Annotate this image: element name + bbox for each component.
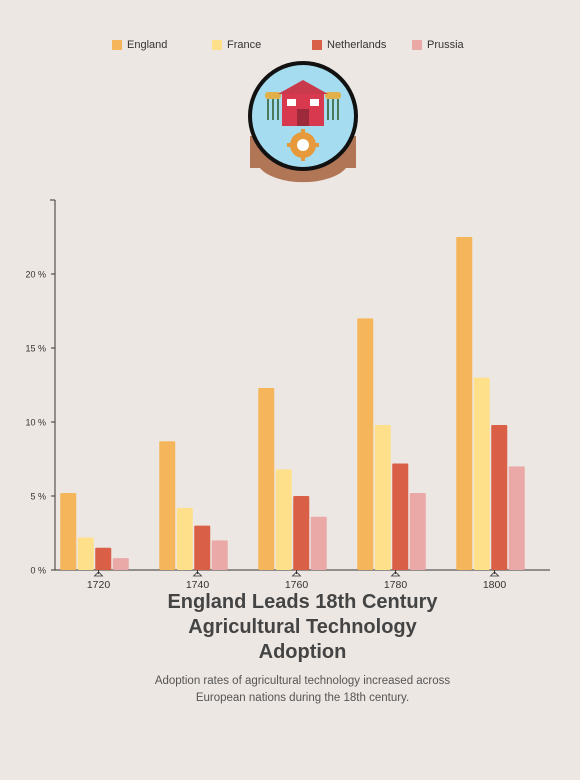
x-tick-marker [489,571,500,577]
legend-item-prussia[interactable]: Prussia [412,36,464,54]
y-tick-label: 0 % [30,566,46,576]
bar-chart: 0 % 5 % 10 % 15 % 20 % 1720 1740 1760 1780 1800 [25,199,550,591]
x-tick-marker [93,571,104,577]
legend-swatch [112,40,122,50]
bar-prussia-1780 [409,493,426,570]
x-tick-label: 1760 [285,579,309,591]
x-tick-label: 1720 [87,579,111,591]
x-tick-label: 1780 [384,579,408,591]
legend-item-netherlands[interactable]: Netherlands [312,36,386,54]
bar-prussia-1760 [310,516,327,570]
bar-netherlands-1800 [491,424,508,570]
legend-swatch [412,40,422,50]
title-line: Agricultural Technology [188,616,417,638]
x-tick-marker [291,571,302,577]
subtitle-line: Adoption rates of agricultural technolog… [154,675,451,687]
legend-item-france[interactable]: France [212,36,261,54]
bar-prussia-1720 [112,558,129,570]
bar-france-1800 [473,377,490,570]
legend-label: Prussia [427,39,464,51]
bar-france-1740 [176,507,193,570]
x-tick-label: 1800 [483,579,507,591]
bar-france-1780 [374,424,391,570]
title-line: England Leads 18th Century [167,591,438,613]
legend-swatch [212,40,222,50]
y-tick-label: 10 % [25,418,46,428]
bar-england-1740 [159,441,176,570]
bar-england-1800 [456,237,473,570]
farm-barn-icon [248,61,358,183]
bar-prussia-1800 [508,466,525,570]
legend-swatch [312,40,322,50]
chart-legend: England France Netherlands Prussia [112,36,552,54]
bar-prussia-1740 [211,540,228,570]
subtitle-line: European nations during the 18th century… [195,692,410,704]
x-tick-marker [192,571,203,577]
bar-france-1720 [77,537,94,570]
bar-netherlands-1760 [293,496,310,570]
chart-title: England Leads 18th Century Agricultural … [60,590,545,665]
legend-label: France [227,39,262,51]
bar-england-1780 [357,318,374,570]
legend-label: Netherlands [327,39,387,51]
x-tick-marker [390,571,401,577]
bar-france-1760 [275,469,292,570]
bar-netherlands-1740 [194,525,211,570]
legend-item-england[interactable]: England [112,36,167,54]
legend-label: England [127,39,168,51]
chart-subtitle: Adoption rates of agricultural technolog… [120,673,485,707]
bar-england-1720 [60,493,77,570]
y-tick-label: 15 % [25,344,46,354]
bar-england-1760 [258,387,275,570]
x-tick-label: 1740 [186,579,210,591]
bar-netherlands-1720 [95,547,112,570]
y-tick-label: 5 % [30,492,46,502]
bar-netherlands-1780 [392,463,409,570]
title-line: Adoption [258,641,347,663]
y-tick-label: 20 % [25,270,46,280]
